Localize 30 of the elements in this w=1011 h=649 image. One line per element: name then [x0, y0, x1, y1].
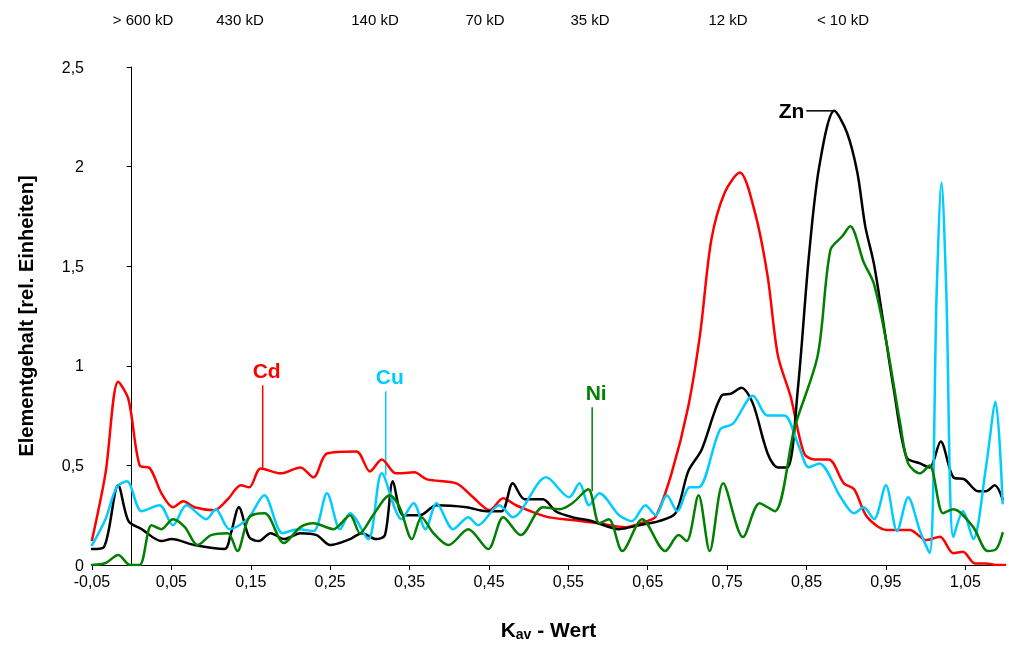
x-tick-label: 0,55 — [552, 572, 585, 590]
text: 12 kD — [708, 10, 748, 28]
x-tick-label: 0,15 — [235, 572, 267, 590]
x-tick-label: 0,85 — [790, 572, 823, 590]
text: 140 kD — [351, 10, 399, 28]
annotation: Cd — [252, 359, 281, 383]
y-tick-label: 1 — [75, 357, 85, 375]
text: 70 kD — [465, 10, 505, 28]
x-tick-label: 0,35 — [393, 572, 426, 590]
x-tick-label: 0,75 — [711, 572, 743, 590]
x-tick-label: 0,95 — [870, 572, 902, 590]
y-axis-title: Elementgehalt [rel. Einheiten] — [15, 175, 37, 457]
y-tick-label: 0,5 — [61, 456, 85, 474]
x-tick-label: 1,05 — [949, 572, 981, 590]
text: < 10 kD — [816, 10, 870, 28]
y-tick-label: 2 — [75, 158, 85, 176]
y-tick-label: 2,5 — [61, 58, 85, 76]
text: 430 kD — [216, 10, 264, 28]
x-tick-label: 0,45 — [473, 572, 505, 590]
x-tick-label: 0,65 — [632, 572, 664, 590]
y-tick-label: 1,5 — [61, 257, 85, 275]
y-tick-label: 0 — [75, 556, 85, 574]
annotation: Ni — [585, 381, 607, 405]
text: 35 kD — [570, 10, 610, 28]
x-tick-label: -0,05 — [73, 572, 111, 590]
x-tick-label: 0,05 — [155, 572, 188, 590]
x-tick-label: 0,25 — [314, 572, 346, 590]
annotation: Zn — [778, 99, 805, 123]
text: > 600 kD — [112, 10, 174, 28]
annotation: Cu — [375, 365, 404, 389]
